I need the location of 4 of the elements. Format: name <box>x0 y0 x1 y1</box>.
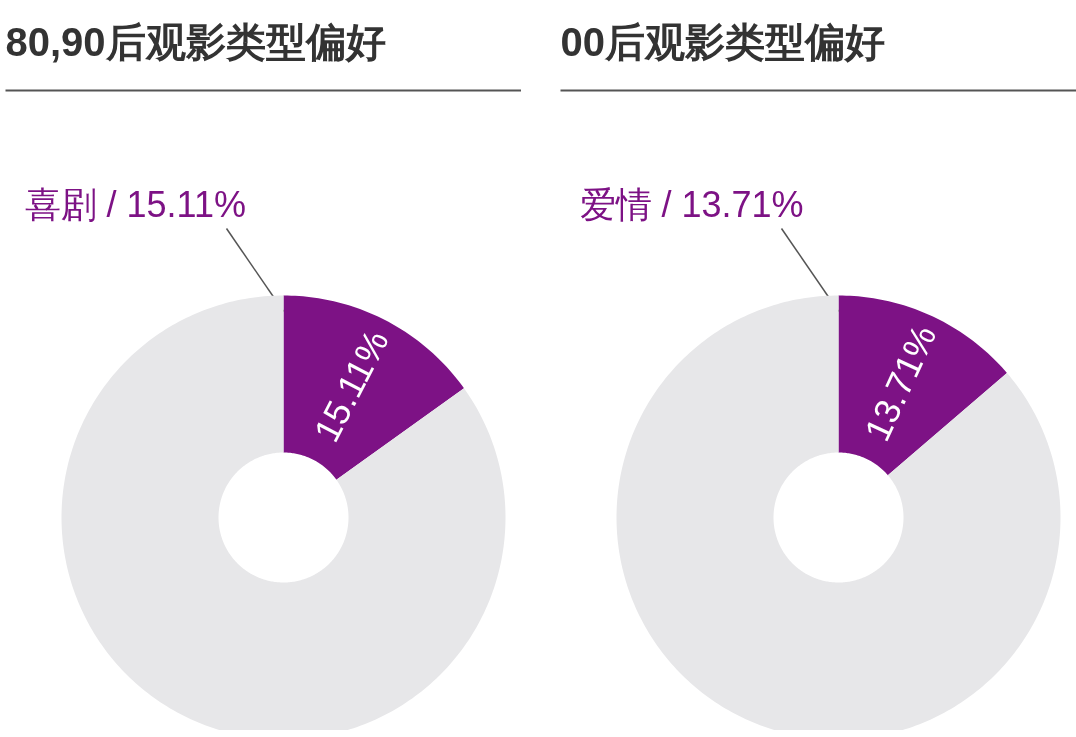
slice-label: 爱情 / 13.71% <box>579 184 804 225</box>
chart-title: 80,90后观影类型偏好 <box>5 19 386 64</box>
slice-label: 喜剧 / 15.11% <box>24 184 246 225</box>
chart-title: 00后观影类型偏好 <box>560 19 885 64</box>
